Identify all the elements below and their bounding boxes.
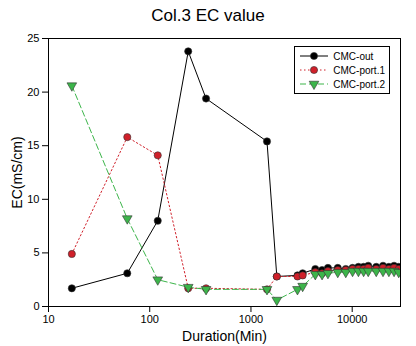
svg-text:10: 10 — [42, 313, 54, 325]
svg-text:EC(mS/cm): EC(mS/cm) — [9, 136, 25, 208]
html-text:CMC-out: CMC-out — [333, 50, 374, 62]
svg-text:15: 15 — [27, 139, 39, 151]
html-text:CMC-port.1: CMC-port.1 — [333, 64, 385, 76]
svg-text:1000: 1000 — [239, 313, 263, 325]
svg-text:5: 5 — [33, 246, 39, 258]
html-text:Col.3 EC value: Col.3 EC value — [151, 6, 265, 25]
html-text:CMC-port.2: CMC-port.2 — [333, 78, 385, 90]
svg-text:20: 20 — [27, 86, 39, 98]
svg-text:100: 100 — [141, 313, 159, 325]
svg-text:10000: 10000 — [337, 313, 368, 325]
svg-text:10: 10 — [27, 193, 39, 205]
svg-text:0: 0 — [33, 300, 39, 312]
svg-text:Duration(Min): Duration(Min) — [182, 328, 267, 344]
svg-text:25: 25 — [27, 32, 39, 44]
